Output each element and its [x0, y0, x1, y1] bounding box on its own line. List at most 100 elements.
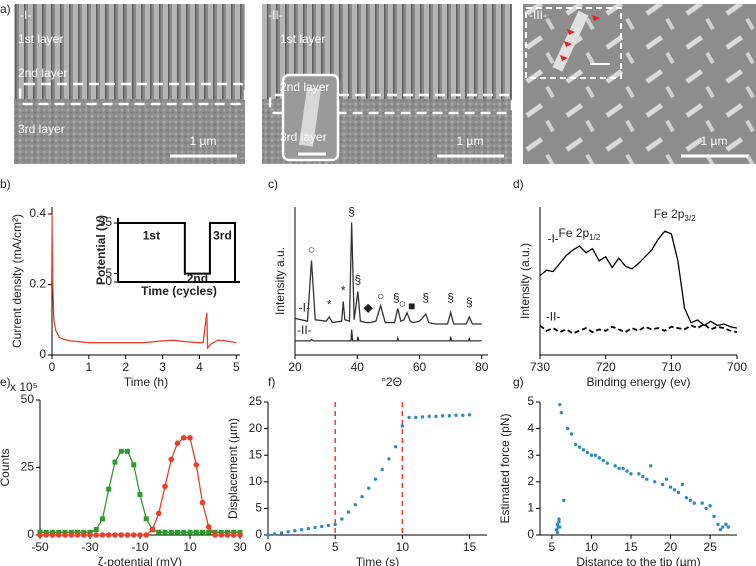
- y-axis-label: Estimated force (pN): [498, 413, 512, 523]
- marker: [81, 532, 87, 538]
- y-tick-label: 5: [527, 394, 534, 408]
- marker: [93, 532, 99, 538]
- y-tick-label: 0: [39, 347, 46, 361]
- marker: [558, 403, 561, 406]
- x-tick-label: 10: [396, 540, 410, 554]
- marker: [566, 427, 569, 430]
- marker: [50, 532, 56, 538]
- annotation: ◆: [364, 301, 374, 315]
- annotation-text: -II-: [546, 309, 561, 323]
- annotation-text: §: [447, 291, 454, 305]
- series-line: [540, 231, 737, 328]
- marker: [100, 516, 105, 521]
- scale-label: 1 µm: [701, 134, 728, 148]
- marker: [649, 464, 652, 467]
- marker: [181, 530, 186, 535]
- layer-label: 3rd layer: [280, 130, 327, 144]
- y-tick-label: 25: [249, 394, 263, 408]
- y-tick-label: 1: [527, 501, 534, 515]
- marker: [721, 525, 724, 528]
- marker: [645, 477, 648, 480]
- x-tick-label: 10: [183, 540, 197, 554]
- marker: [37, 532, 43, 538]
- marker: [125, 449, 130, 454]
- annotation: *: [341, 284, 346, 298]
- marker: [354, 503, 357, 506]
- marker: [131, 462, 136, 467]
- marker: [333, 523, 336, 526]
- annotation-text: 2nd: [187, 272, 208, 286]
- x-tick-label: 20: [288, 360, 302, 374]
- marker: [193, 462, 199, 468]
- marker: [387, 457, 390, 460]
- y-axis-label: Current density (mA/cm²): [10, 214, 24, 348]
- marker: [218, 532, 224, 538]
- x-axis-label: Time (cycles): [141, 284, 217, 298]
- marker: [138, 492, 143, 497]
- annotation: -II-: [546, 309, 561, 323]
- marker: [574, 443, 577, 446]
- marker: [414, 416, 417, 419]
- marker: [594, 454, 597, 457]
- y-tick-label: 15: [249, 447, 263, 461]
- marker: [708, 504, 711, 507]
- annotation: §: [355, 272, 362, 286]
- marker: [468, 413, 471, 416]
- marker: [43, 532, 49, 538]
- y-tick-label: 0.4: [29, 206, 46, 220]
- x-axis-label: Time (s): [356, 555, 400, 566]
- x-axis-label: Distance to the tip (µm): [576, 555, 700, 566]
- marker: [200, 530, 205, 535]
- layer-label: 1st layer: [280, 32, 325, 46]
- marker: [169, 530, 174, 535]
- marker: [237, 532, 243, 538]
- marker: [300, 528, 303, 531]
- marker: [212, 532, 218, 538]
- annotation: 3rd: [213, 229, 232, 243]
- x-tick-label: 5: [549, 540, 556, 554]
- marker: [669, 485, 672, 488]
- marker: [125, 532, 131, 538]
- annotation: ■: [408, 299, 415, 313]
- y-tick-label: 0: [27, 527, 34, 541]
- marker: [558, 525, 561, 528]
- marker: [641, 475, 644, 478]
- series-line: [295, 330, 482, 341]
- image-label: -III-: [529, 8, 547, 22]
- x-tick-label: 25: [703, 540, 717, 554]
- annotation-text: §: [466, 295, 473, 309]
- marker: [200, 500, 206, 506]
- marker: [602, 459, 605, 462]
- marker: [112, 532, 118, 538]
- marker: [68, 532, 74, 538]
- panel-label: c): [268, 177, 278, 191]
- x-tick-label: 30: [233, 540, 247, 554]
- marker: [231, 532, 237, 538]
- annotation: Fe 2p3/2: [654, 207, 696, 223]
- y-axis-label: Intensity (a.u.): [518, 243, 532, 319]
- marker: [163, 530, 168, 535]
- y-tick-label: 20: [249, 421, 263, 435]
- marker: [685, 496, 688, 499]
- x-tick-label: 5: [332, 540, 339, 554]
- series-line: [540, 324, 737, 333]
- marker: [94, 527, 99, 532]
- marker: [188, 530, 193, 535]
- annotation: §: [422, 291, 429, 305]
- marker: [106, 532, 112, 538]
- marker: [719, 528, 722, 531]
- marker: [586, 451, 589, 454]
- marker: [617, 467, 620, 470]
- marker: [273, 532, 276, 535]
- annotation: Fe 2p1/2: [558, 226, 600, 242]
- marker: [727, 525, 730, 528]
- scale-label: 1 µm: [190, 134, 217, 148]
- marker: [716, 523, 719, 526]
- marker: [320, 525, 323, 528]
- marker: [119, 449, 124, 454]
- marker: [621, 467, 624, 470]
- x-tick-label: 0: [265, 540, 272, 554]
- y-multiplier: x 10⁵: [10, 380, 38, 394]
- image-label: -II-: [268, 8, 283, 22]
- marker: [150, 527, 156, 533]
